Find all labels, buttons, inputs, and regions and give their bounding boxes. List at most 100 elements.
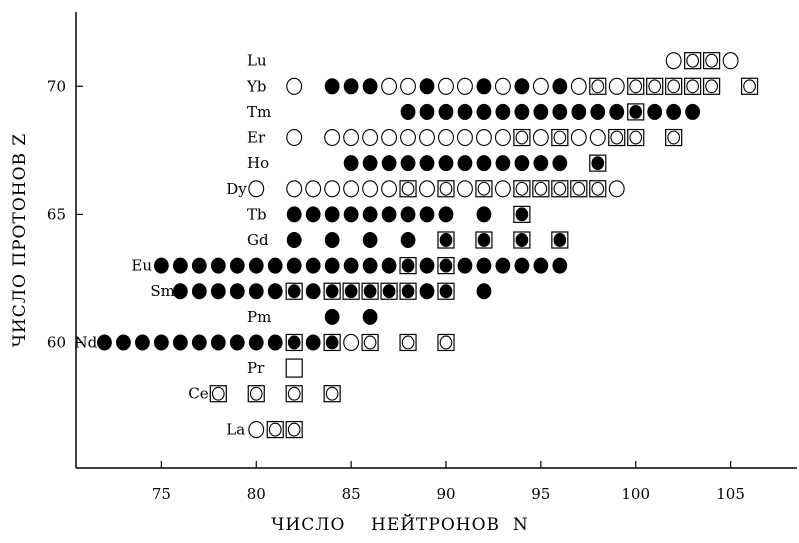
point-filled-circle [324, 232, 340, 248]
point-square-filled-circle [399, 257, 417, 275]
point-square-open-circle [266, 420, 284, 439]
point-square-open-circle [399, 180, 417, 198]
point-square-inner-circle [401, 181, 415, 196]
point-filled-circle [400, 206, 416, 223]
point-filled-circle [400, 232, 416, 248]
point-square-inner-circle [667, 79, 681, 94]
point-open-circle [324, 180, 341, 198]
element-label-ho: Ho [247, 154, 269, 172]
point-square-inner-circle [629, 104, 643, 119]
point-open-circle [494, 128, 511, 147]
point-open-circle [324, 128, 341, 147]
point-filled-circle [419, 257, 435, 274]
point-filled-circle [267, 257, 283, 274]
point-filled-circle [685, 103, 701, 120]
point-open-circle [608, 180, 625, 198]
element-label-nd: Nd [74, 333, 97, 351]
point-filled-circle [533, 257, 549, 274]
point-filled-circle [609, 103, 625, 120]
element-label-la: La [226, 421, 245, 439]
point-open-circle [665, 52, 682, 70]
point-filled-circle [552, 155, 568, 172]
point-square-filled-circle [361, 282, 379, 300]
point-square-filled-circle [342, 282, 360, 300]
point-square-inner-circle [287, 422, 301, 437]
point-square-inner-circle [439, 284, 453, 299]
point-square-inner-circle [553, 181, 567, 196]
point-filled-circle [419, 155, 435, 172]
point-open-circle [722, 52, 739, 70]
point-square-inner-circle [249, 386, 263, 401]
point-open-circle [589, 128, 606, 147]
point-filled-circle [229, 257, 245, 274]
point-filled-circle [533, 155, 549, 172]
point-square-open-circle [285, 385, 303, 403]
point-filled-circle [97, 334, 112, 351]
point-square-open-circle [703, 52, 721, 70]
point-square-inner-circle [363, 335, 377, 350]
point-open-circle [400, 77, 416, 95]
point-square-open-circle [399, 333, 417, 352]
point-square-inner-circle [268, 422, 282, 437]
point-square-inner-circle [363, 284, 377, 299]
point-square-open-circle [627, 77, 645, 95]
point-square-inner-circle [382, 284, 396, 299]
point-open-circle [381, 128, 398, 147]
point-filled-circle [476, 257, 492, 274]
point-square-inner-circle [686, 53, 699, 68]
point-square-inner-circle [287, 386, 301, 401]
point-filled-circle [286, 257, 302, 274]
x-tick-label: 90 [436, 485, 455, 503]
point-filled-circle [400, 155, 416, 172]
point-square-inner-circle [401, 284, 415, 299]
data-points [97, 52, 759, 439]
point-open-circle [343, 180, 360, 198]
point-square-open-circle [475, 180, 493, 198]
point-filled-circle [343, 206, 359, 223]
point-open-circle [419, 180, 435, 198]
point-square-inner-circle [287, 335, 301, 350]
point-square-open-circle [589, 180, 607, 198]
point-filled-circle [457, 103, 473, 120]
point-square-open-circle [513, 128, 531, 147]
point-filled-circle [210, 257, 226, 274]
point-filled-circle [666, 103, 682, 120]
x-axis-label: ЧИСЛО НЕЙТРОНОВ N [271, 514, 528, 535]
point-square-filled-circle [551, 231, 569, 249]
point-square-inner-circle [344, 284, 358, 299]
point-open-circle [438, 128, 454, 147]
point-square-inner-circle [591, 181, 605, 196]
point-square-inner-circle [553, 130, 567, 145]
point-filled-circle [590, 103, 606, 120]
point-filled-circle [419, 283, 435, 300]
point-filled-circle [514, 103, 530, 120]
point-square-inner-circle [629, 79, 643, 94]
point-open-circle [286, 77, 303, 95]
point-filled-circle [191, 257, 207, 274]
point-filled-circle [495, 103, 511, 120]
point-open-circle [457, 128, 473, 147]
point-filled-circle [419, 206, 435, 223]
point-square-inner-circle [515, 207, 529, 222]
element-label-lu: Lu [247, 52, 267, 70]
point-square-filled-circle [323, 282, 341, 300]
point-square-open-circle [740, 77, 759, 95]
point-square-inner-circle [325, 386, 339, 401]
point-square-inner-circle [572, 181, 586, 196]
point-filled-circle [419, 103, 435, 120]
element-label-dy: Dy [226, 180, 247, 198]
point-square-open-circle [361, 333, 379, 352]
point-filled-circle [647, 103, 663, 120]
point-filled-circle [495, 257, 511, 274]
point-filled-circle [248, 283, 264, 300]
point-square-open-circle [627, 128, 645, 147]
point-filled-circle [362, 206, 378, 223]
point-filled-circle [286, 206, 302, 223]
point-square-open-circle [247, 385, 265, 403]
point-open-circle [457, 180, 473, 198]
point-open-circle [438, 77, 454, 95]
point-filled-circle [362, 78, 378, 95]
x-tick-label: 85 [342, 485, 361, 503]
point-open-circle [286, 180, 303, 198]
